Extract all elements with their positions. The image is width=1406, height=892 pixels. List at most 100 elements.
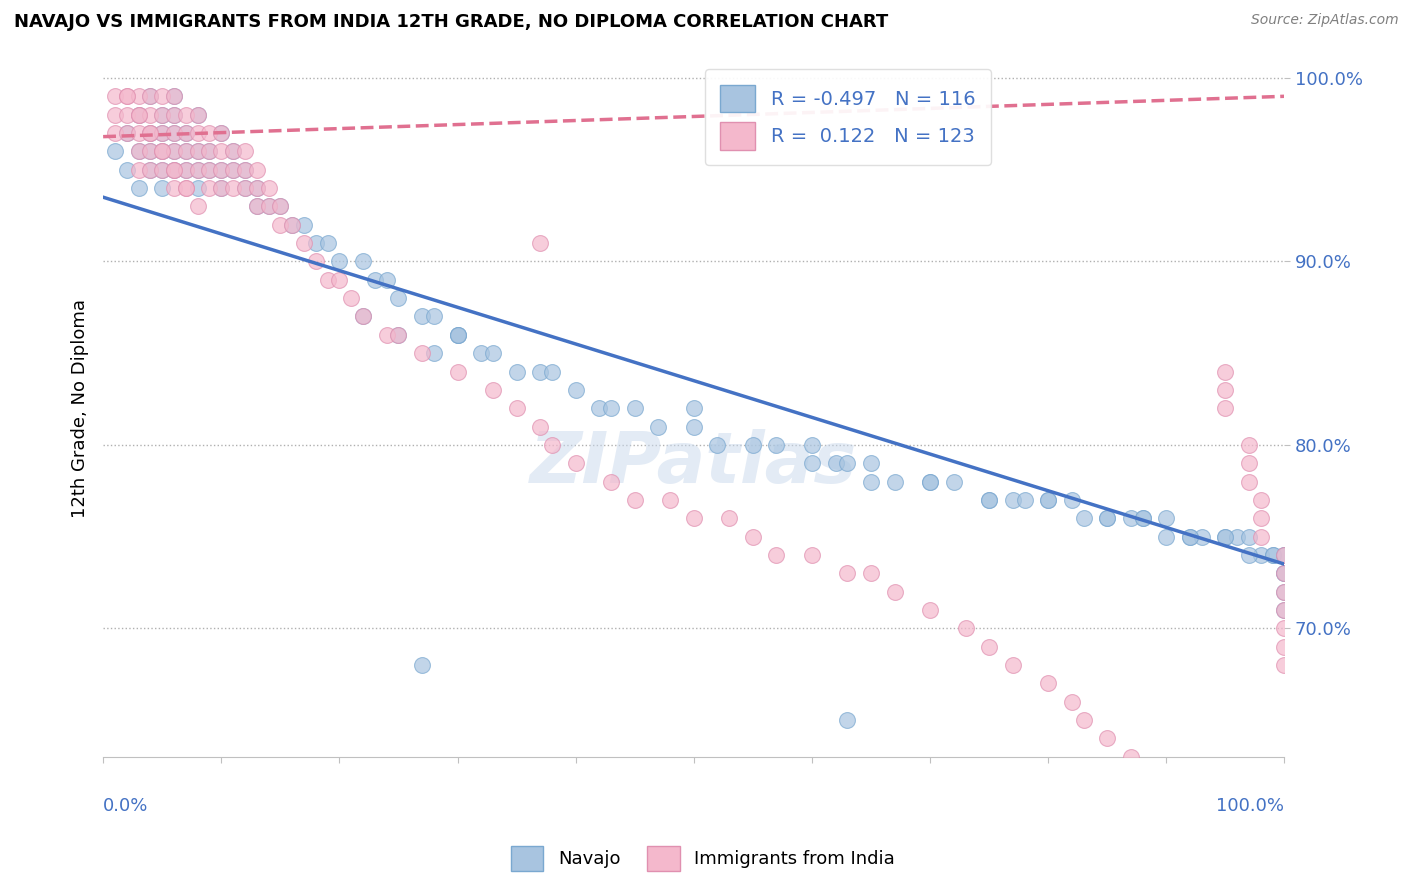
Point	[128, 145, 150, 159]
Point	[246, 181, 269, 195]
Point	[1250, 548, 1272, 562]
Point	[529, 364, 551, 378]
Point	[564, 383, 586, 397]
Point	[918, 603, 941, 617]
Point	[316, 273, 339, 287]
Point	[718, 511, 741, 525]
Point	[104, 108, 127, 122]
Point	[1261, 548, 1284, 562]
Point	[222, 162, 245, 177]
Point	[163, 162, 186, 177]
Point	[1178, 530, 1201, 544]
Point	[115, 89, 138, 103]
Point	[1250, 530, 1272, 544]
Point	[269, 199, 291, 213]
Point	[529, 236, 551, 251]
Point	[163, 162, 186, 177]
Point	[1132, 787, 1154, 801]
Point	[246, 162, 269, 177]
Point	[1274, 566, 1296, 581]
Point	[316, 236, 339, 251]
Point	[163, 89, 186, 103]
Point	[482, 346, 505, 360]
Point	[859, 566, 882, 581]
Point	[163, 126, 186, 140]
Point	[1191, 530, 1213, 544]
Point	[128, 108, 150, 122]
Point	[1097, 511, 1119, 525]
Point	[800, 438, 823, 452]
Text: NAVAJO VS IMMIGRANTS FROM INDIA 12TH GRADE, NO DIPLOMA CORRELATION CHART: NAVAJO VS IMMIGRANTS FROM INDIA 12TH GRA…	[14, 13, 889, 31]
Point	[1237, 530, 1260, 544]
Point	[1274, 566, 1296, 581]
Point	[187, 181, 209, 195]
Point	[233, 181, 256, 195]
Point	[187, 108, 209, 122]
Point	[209, 145, 232, 159]
Point	[163, 145, 186, 159]
Point	[647, 419, 669, 434]
Point	[446, 327, 468, 342]
Point	[918, 475, 941, 489]
Point	[139, 126, 162, 140]
Point	[128, 162, 150, 177]
Point	[198, 181, 221, 195]
Text: 100.0%: 100.0%	[1216, 797, 1285, 815]
Point	[139, 89, 162, 103]
Point	[765, 548, 787, 562]
Point	[1097, 731, 1119, 746]
Point	[150, 162, 173, 177]
Point	[1119, 749, 1142, 764]
Point	[222, 162, 245, 177]
Point	[257, 199, 280, 213]
Point	[187, 199, 209, 213]
Point	[765, 438, 787, 452]
Legend: Navajo, Immigrants from India: Navajo, Immigrants from India	[503, 838, 903, 879]
Point	[529, 419, 551, 434]
Point	[1237, 548, 1260, 562]
Point	[741, 530, 763, 544]
Point	[128, 108, 150, 122]
Point	[209, 181, 232, 195]
Point	[209, 126, 232, 140]
Point	[281, 218, 304, 232]
Point	[163, 162, 186, 177]
Point	[163, 108, 186, 122]
Point	[1191, 841, 1213, 855]
Point	[352, 254, 374, 268]
Point	[281, 218, 304, 232]
Point	[1097, 511, 1119, 525]
Point	[128, 108, 150, 122]
Point	[305, 254, 328, 268]
Point	[824, 456, 846, 470]
Point	[1156, 511, 1178, 525]
Point	[423, 346, 446, 360]
Point	[859, 475, 882, 489]
Point	[174, 145, 197, 159]
Point	[1274, 548, 1296, 562]
Point	[446, 364, 468, 378]
Point	[423, 310, 446, 324]
Point	[1215, 530, 1237, 544]
Point	[979, 492, 1001, 507]
Point	[174, 181, 197, 195]
Point	[150, 108, 173, 122]
Point	[955, 621, 977, 635]
Point	[1038, 676, 1060, 690]
Point	[706, 438, 728, 452]
Point	[837, 713, 859, 727]
Point	[1250, 492, 1272, 507]
Point	[115, 108, 138, 122]
Point	[1274, 603, 1296, 617]
Point	[1237, 456, 1260, 470]
Point	[128, 145, 150, 159]
Point	[222, 145, 245, 159]
Point	[163, 181, 186, 195]
Point	[837, 566, 859, 581]
Point	[1226, 530, 1249, 544]
Point	[174, 126, 197, 140]
Point	[387, 291, 409, 305]
Text: 0.0%: 0.0%	[103, 797, 149, 815]
Point	[292, 236, 315, 251]
Point	[163, 145, 186, 159]
